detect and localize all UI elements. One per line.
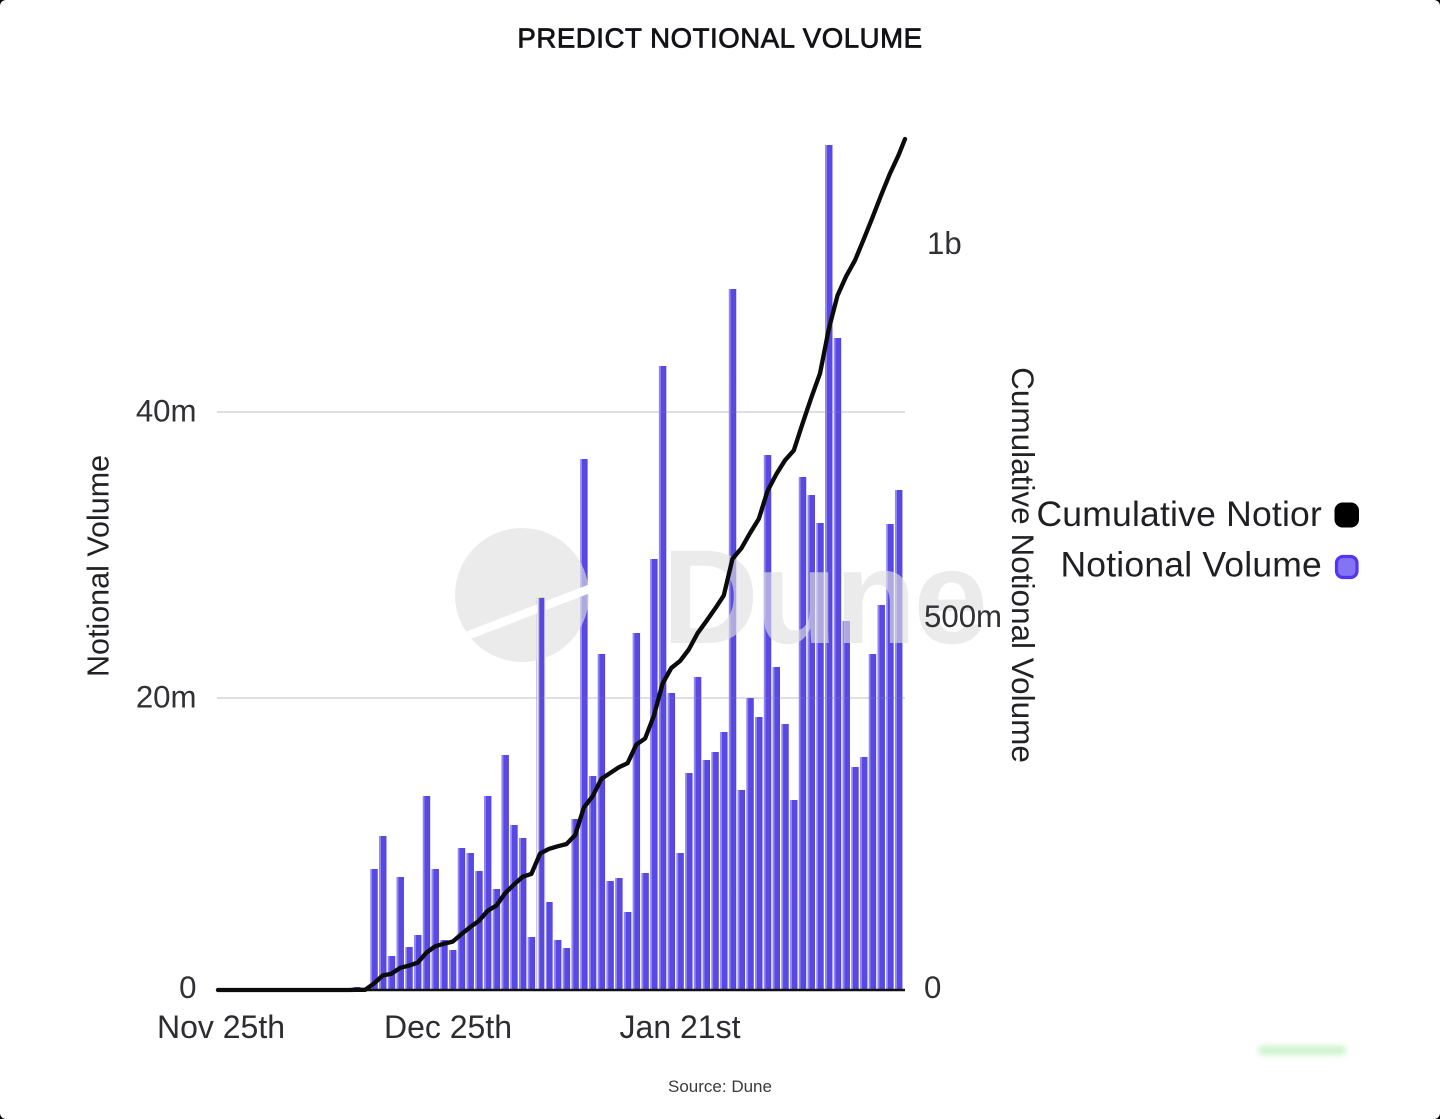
svg-text:Notional Volume: Notional Volume (82, 455, 116, 677)
svg-text:Notional Volume: Notional Volume (1060, 545, 1322, 585)
svg-text:40m: 40m (136, 393, 197, 428)
svg-text:Nov 25th: Nov 25th (157, 1009, 285, 1045)
svg-text:Dune: Dune (662, 523, 985, 672)
svg-text:1b: 1b (927, 226, 962, 261)
svg-text:500m: 500m (924, 599, 1002, 634)
svg-text:0: 0 (179, 970, 196, 1005)
svg-text:PREDICT NOTIONAL VOLUME: PREDICT NOTIONAL VOLUME (517, 23, 922, 54)
svg-text:Cumulative Notior: Cumulative Notior (1036, 494, 1322, 534)
svg-text:Cumulative Notional Volume: Cumulative Notional Volume (1005, 367, 1041, 763)
svg-text:Dec 25th: Dec 25th (384, 1009, 512, 1045)
svg-text:0: 0 (924, 970, 941, 1005)
svg-text:20m: 20m (136, 679, 197, 714)
svg-text:Jan 21st: Jan 21st (620, 1009, 741, 1045)
svg-text:Source: Dune: Source: Dune (668, 1077, 772, 1096)
